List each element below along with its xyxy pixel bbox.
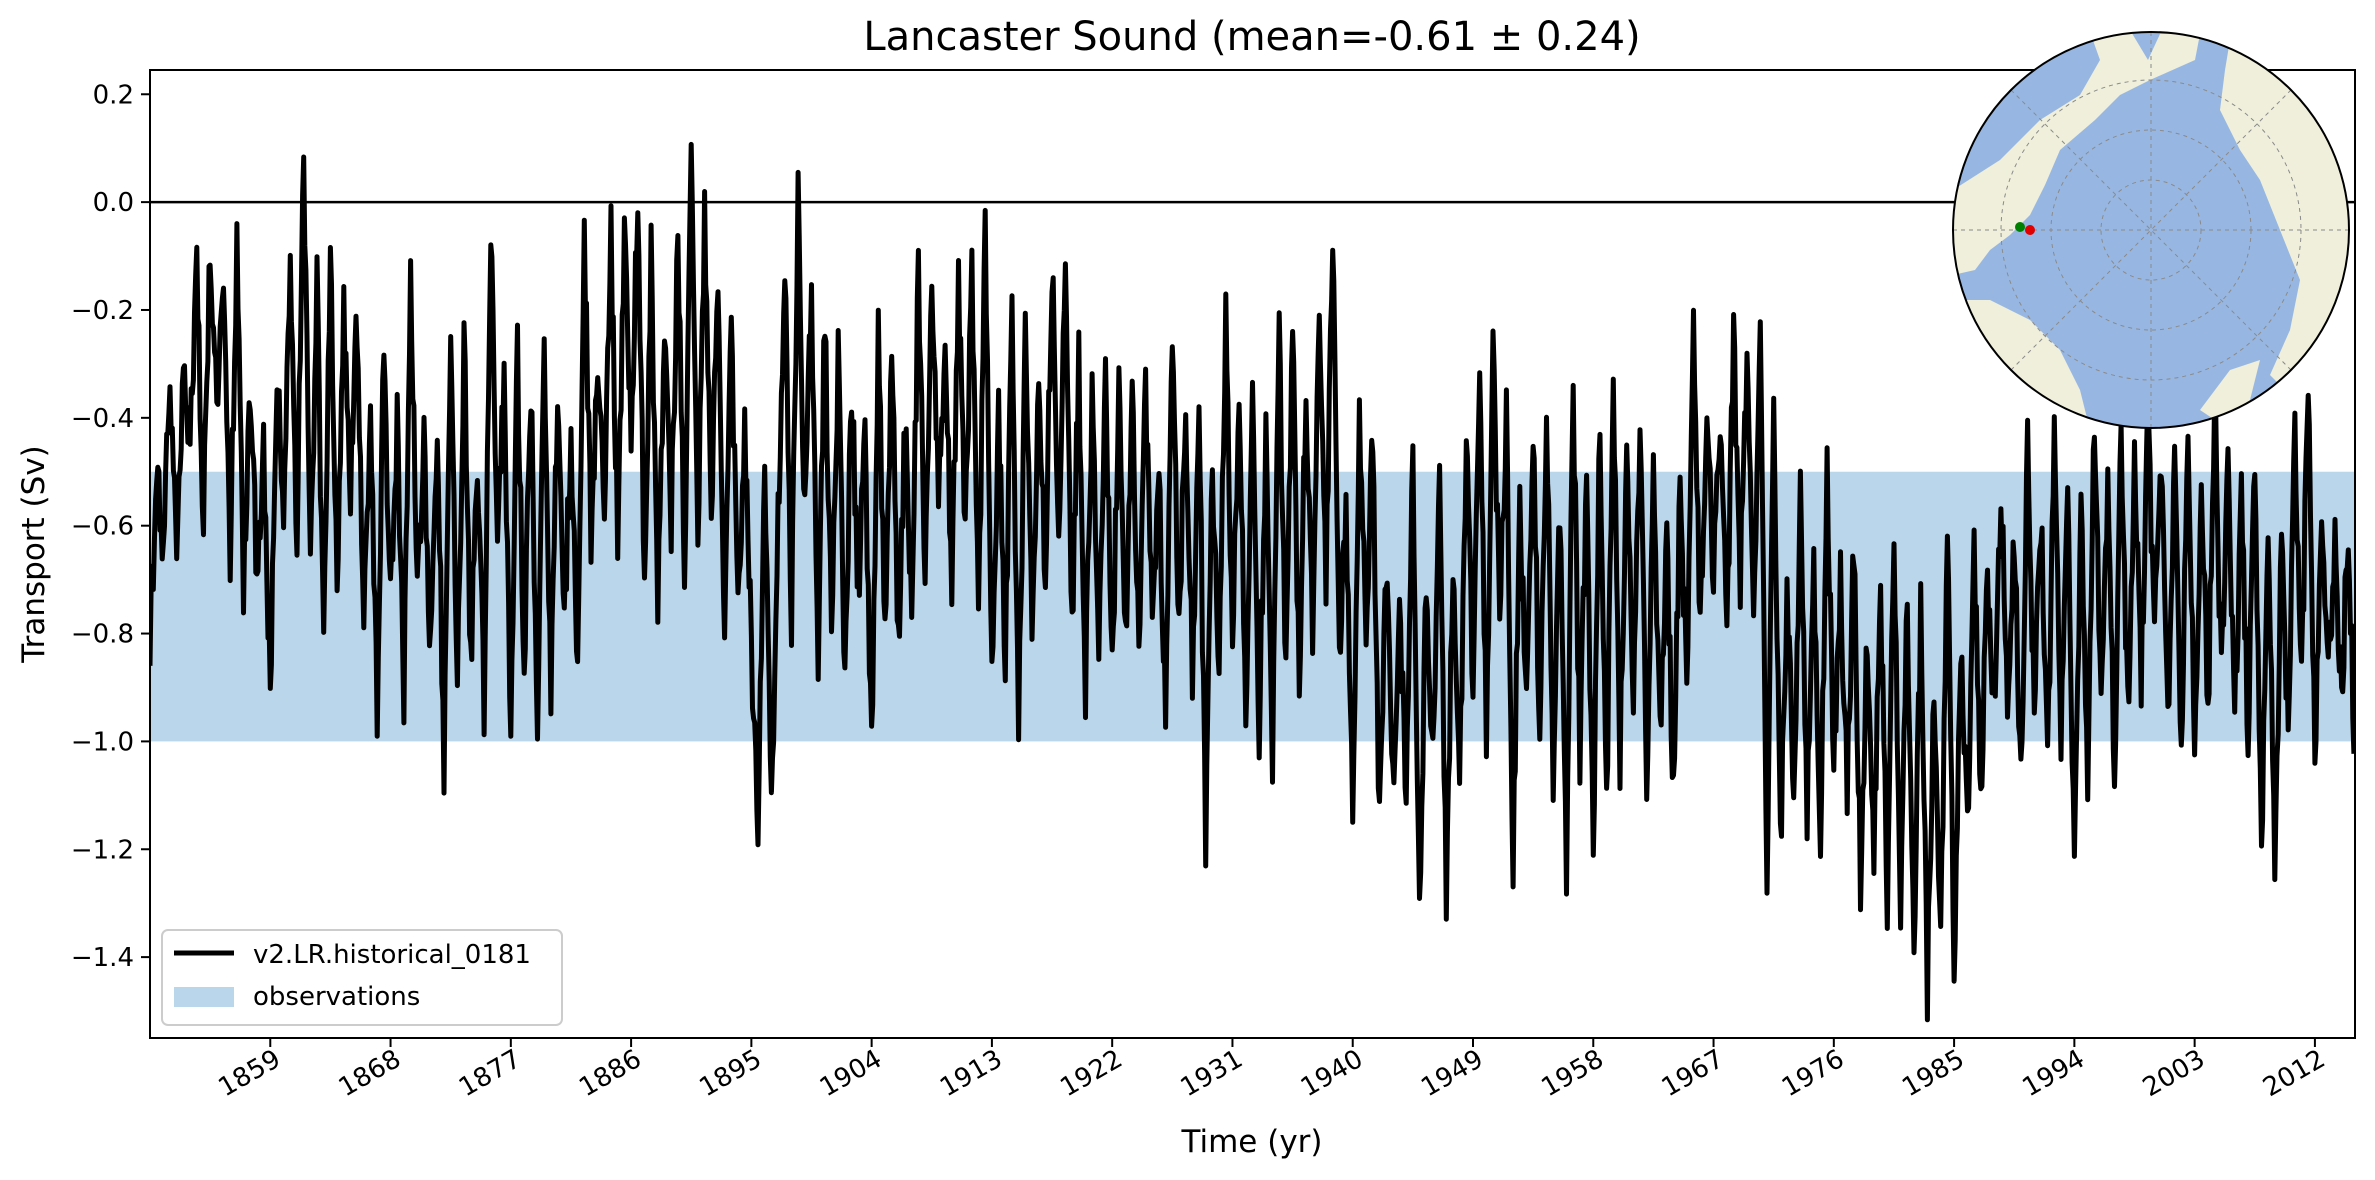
- map-land-europe-siberia: [2220, 40, 2349, 395]
- legend: v2.LR.historical_0181 observations: [161, 929, 563, 1026]
- y-tick-label: −0.8: [71, 620, 134, 650]
- chart-title: Lancaster Sound (mean=-0.61 ± 0.24): [863, 14, 1640, 60]
- inset-map-outline: [1952, 31, 2350, 429]
- series-line-v2-lr-historical-0181: [150, 141, 2355, 1023]
- y-tick-label: 0.2: [93, 80, 134, 110]
- inset-map-graticule: [1953, 32, 2349, 428]
- y-tick-label: −1.2: [71, 835, 134, 865]
- y-tick-label: −0.6: [71, 512, 134, 542]
- y-axis-ticks: 0.2 0.0 −0.2 −0.4 −0.6 −0.8 −1.0 −1.2 −1.4: [71, 80, 150, 973]
- section-end-marker: [2025, 225, 2035, 235]
- y-tick-label: −0.2: [71, 296, 134, 326]
- x-axis-label: Time (yr): [1181, 1124, 1323, 1160]
- map-land-alaska: [2200, 360, 2260, 428]
- legend-label-series: v2.LR.historical_0181: [253, 940, 531, 970]
- plot-area: [150, 141, 2355, 1023]
- legend-label-observations: observations: [253, 982, 420, 1012]
- y-tick-label: 0.0: [93, 188, 134, 218]
- y-tick-label: −1.0: [71, 727, 134, 757]
- legend-box: [161, 929, 563, 1026]
- y-tick-label: −1.4: [71, 943, 134, 973]
- y-axis-label: Transport (Sv): [16, 445, 52, 664]
- section-start-marker: [2015, 222, 2025, 232]
- axes-frame: [149, 69, 2356, 1039]
- inset-map: [1952, 31, 2350, 429]
- y-tick-label: −0.4: [71, 404, 134, 434]
- legend-patch-swatch: [174, 987, 234, 1007]
- map-land-greenland-canada: [1953, 32, 2200, 275]
